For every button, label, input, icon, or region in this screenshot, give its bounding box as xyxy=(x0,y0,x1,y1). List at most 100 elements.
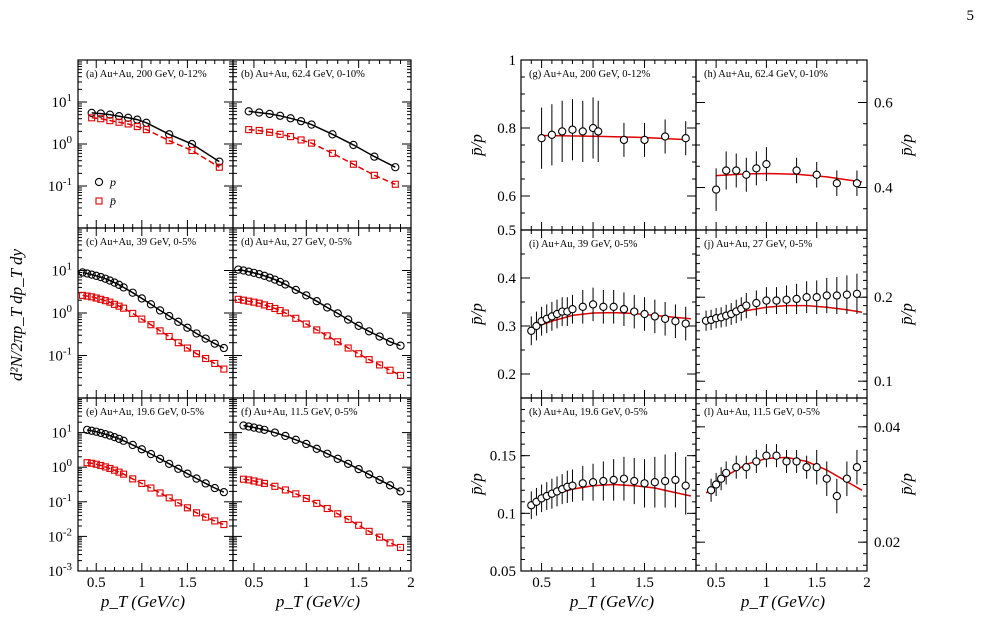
proton-point xyxy=(265,273,274,282)
ratio-point xyxy=(762,296,771,305)
antiproton-point xyxy=(138,479,146,487)
proton-point xyxy=(275,111,285,120)
antiproton-point xyxy=(307,139,316,147)
antiproton-point xyxy=(276,307,284,315)
panel-frame xyxy=(695,59,868,231)
ratio-point xyxy=(832,179,841,188)
proton-point xyxy=(174,464,183,473)
y-tick-label: 100 xyxy=(52,457,73,476)
ratio-point xyxy=(782,457,791,466)
antiproton-point xyxy=(349,160,357,168)
proton-point xyxy=(110,432,119,442)
proton-point xyxy=(234,265,243,274)
ratio-point xyxy=(812,463,821,472)
ratio-point xyxy=(752,298,761,308)
antiproton-point xyxy=(97,115,105,123)
ratio-point xyxy=(650,478,659,487)
ratio-point xyxy=(832,291,841,300)
proton-point xyxy=(244,107,253,116)
antiproton-point xyxy=(120,470,128,478)
proton-point xyxy=(344,459,353,468)
proton-point xyxy=(155,306,165,315)
ratio-point xyxy=(578,302,587,311)
proton-point xyxy=(255,108,264,117)
panel-c: 10-1 100 101 (c) Au+Au, 39 GeV, 0-5% xyxy=(48,227,234,399)
panel-title: (c) Au+Au, 39 GeV, 0-5% xyxy=(86,237,196,248)
proton-point xyxy=(385,481,395,490)
y-tick-label: 0.4 xyxy=(497,271,516,287)
antiproton-point xyxy=(192,509,201,517)
antiproton-point xyxy=(239,475,248,483)
ratio-point xyxy=(782,295,791,304)
ratio-point xyxy=(599,302,608,311)
antiproton-point xyxy=(156,489,164,497)
panel-title: (g) Au+Au, 200 GeV, 0-12% xyxy=(529,69,650,80)
proton-point xyxy=(155,454,165,463)
proton-point xyxy=(354,321,363,330)
ratio-point xyxy=(852,463,862,472)
proton-point xyxy=(82,269,92,278)
y-tick-label: 0.02 xyxy=(874,535,900,551)
antiproton-point xyxy=(245,297,253,305)
ratio-point xyxy=(762,451,771,460)
x-tick-label: 1.5 xyxy=(635,575,654,591)
antiproton-point xyxy=(97,295,105,303)
x-tick-label: 1 xyxy=(138,575,146,591)
proton-point xyxy=(96,272,105,282)
left-x-axis-title-1: p_T (GeV/c) xyxy=(100,592,186,611)
y-tick-label: 0.15 xyxy=(490,449,516,465)
proton-point xyxy=(349,140,358,150)
ratio-fit-line xyxy=(716,172,863,183)
ratio-point xyxy=(594,127,603,136)
antiproton-fit-line xyxy=(91,117,220,168)
antiproton-point xyxy=(239,296,248,304)
ratio-point xyxy=(772,451,781,460)
ratio-point xyxy=(532,321,541,331)
proton-point xyxy=(260,271,269,280)
proton-point xyxy=(146,300,156,309)
proton-point xyxy=(260,425,269,435)
right-y-axis-title-left: p̄/p xyxy=(467,134,486,157)
panel-f: 0.5 1 1.5 2 (f) Au+Au, 11.5 GeV, 0-5% xyxy=(232,397,415,591)
panel-frame xyxy=(232,59,412,229)
panel-title: (b) Au+Au, 62.4 GeV, 0-10% xyxy=(241,69,365,80)
proton-point xyxy=(323,449,332,458)
legend-antiproton-marker xyxy=(95,197,103,205)
antiproton-point xyxy=(292,490,300,498)
proton-point xyxy=(391,163,400,172)
y-tick-label: 101 xyxy=(52,423,73,442)
antiproton-point xyxy=(281,486,289,494)
proton-point xyxy=(165,459,174,468)
x-tick-label: 0.5 xyxy=(532,575,551,591)
antiproton-point xyxy=(370,171,378,179)
x-tick-label: 1 xyxy=(763,575,771,591)
proton-point xyxy=(265,109,274,119)
ratio-point xyxy=(630,307,639,316)
panel-b: (b) Au+Au, 62.4 GeV, 0-10% xyxy=(232,59,412,229)
ratio-point xyxy=(822,474,831,483)
proton-point xyxy=(119,283,128,292)
proton-point xyxy=(396,341,405,350)
ratio-point xyxy=(792,166,801,175)
ratio-point xyxy=(742,463,751,472)
antiproton-point xyxy=(220,365,228,373)
ratio-point xyxy=(802,293,811,302)
y-tick-label: 0.1 xyxy=(874,374,893,390)
antiproton-point xyxy=(83,459,91,467)
proton-point xyxy=(239,266,248,275)
antiproton-point xyxy=(365,356,373,364)
ratio-point xyxy=(852,179,862,188)
ratio-point xyxy=(619,135,629,145)
ratio-point xyxy=(812,293,821,302)
left-x-axis-title-2: p_T (GeV/c) xyxy=(275,592,361,611)
proton-point xyxy=(281,431,290,441)
proton-point xyxy=(344,315,353,324)
antiproton-point xyxy=(138,315,146,323)
ratio-point xyxy=(568,305,577,314)
panel-title: (l) Au+Au, 11.5 GeV, 0-5% xyxy=(704,407,820,418)
antiproton-point xyxy=(79,291,87,299)
antiproton-point xyxy=(188,146,196,155)
antiproton-point xyxy=(334,510,342,518)
x-tick-label: 0.5 xyxy=(707,575,726,591)
proton-point xyxy=(302,439,311,449)
